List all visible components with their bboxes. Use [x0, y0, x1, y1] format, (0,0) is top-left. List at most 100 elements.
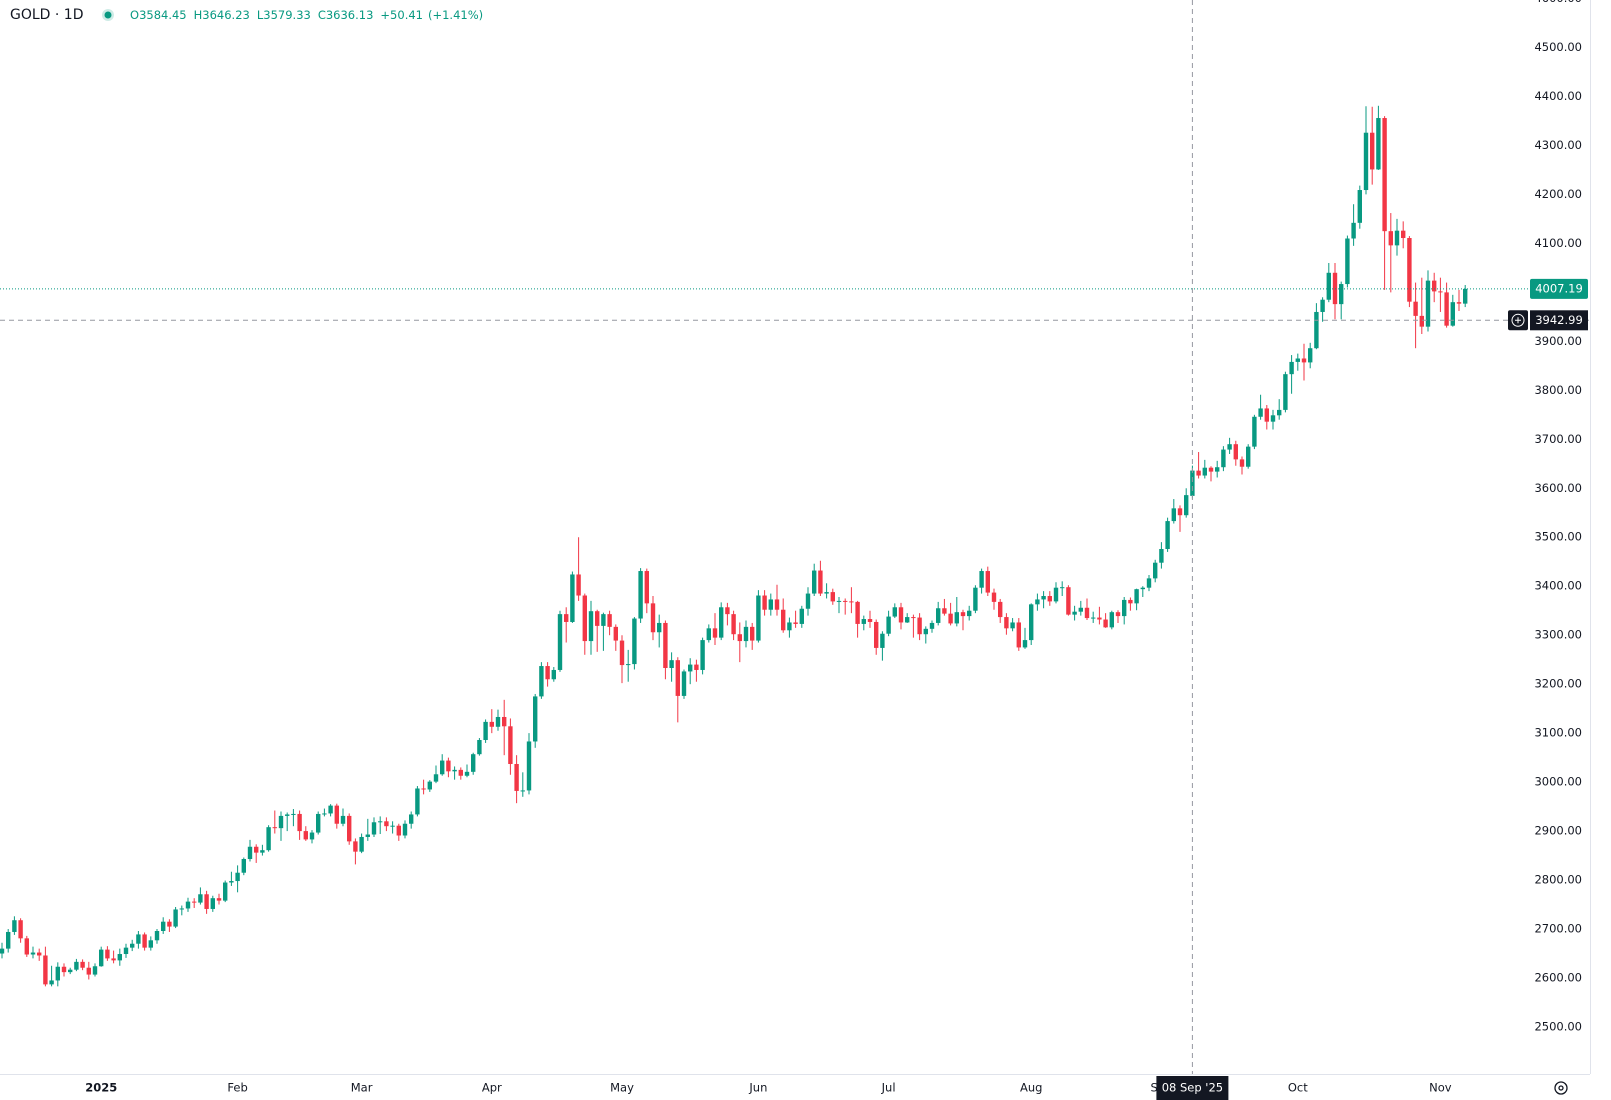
- last-price-label: 4007.19: [1535, 281, 1583, 295]
- candle-body: [613, 626, 618, 641]
- candle-body: [111, 958, 116, 961]
- candle-body: [1339, 284, 1344, 305]
- candle-body: [154, 930, 160, 941]
- crosshair-price-badge: [1530, 310, 1588, 331]
- candle-body: [1159, 548, 1164, 563]
- legend-label: C: [318, 8, 326, 22]
- candle-body: [762, 595, 767, 610]
- candle-body: [68, 969, 73, 973]
- candle-body: [1363, 132, 1369, 191]
- candle-body: [1134, 589, 1139, 604]
- candle-body: [1109, 612, 1114, 628]
- candle-body: [471, 754, 476, 772]
- candle-body: [942, 608, 947, 614]
- candle-body: [793, 622, 798, 624]
- candle-body: [929, 622, 935, 629]
- candle-body: [855, 601, 860, 624]
- candle-body: [719, 607, 724, 638]
- candle-body: [905, 617, 910, 623]
- candle-body: [936, 608, 941, 623]
- candle-body: [235, 872, 240, 882]
- candle-body: [731, 614, 736, 635]
- add-alert-plus[interactable]: [1515, 317, 1521, 324]
- add-alert-button[interactable]: [1508, 310, 1528, 331]
- candle-body: [985, 571, 990, 593]
- candle-body: [843, 600, 848, 602]
- legend-label: H: [194, 8, 203, 22]
- candle-body: [948, 613, 953, 624]
- candle-body: [409, 814, 414, 824]
- candle-body: [1413, 301, 1418, 316]
- candle-body: [1227, 444, 1232, 450]
- candle-body: [830, 592, 835, 602]
- candle-body: [192, 901, 197, 903]
- candle-body: [229, 881, 234, 883]
- candle-body: [967, 610, 972, 617]
- candle-body: [483, 721, 488, 740]
- candle-body: [241, 859, 246, 873]
- candle-body: [886, 616, 891, 634]
- candle-body: [737, 634, 742, 642]
- candle-body: [1419, 315, 1424, 327]
- candle-body: [1078, 607, 1083, 612]
- candle-body: [161, 921, 166, 931]
- candle-body: [750, 626, 755, 641]
- settings-gear-center[interactable]: [1558, 1085, 1564, 1091]
- candle-body: [1444, 292, 1449, 326]
- candle-body: [43, 955, 48, 985]
- candle-body: [1103, 619, 1108, 628]
- candle-body: [303, 831, 308, 840]
- candle-body: [508, 726, 513, 764]
- candle-body: [1060, 587, 1065, 589]
- candle-body: [1233, 444, 1238, 460]
- candle-body: [148, 940, 153, 948]
- candle-body: [1053, 587, 1059, 602]
- candle-body: [427, 781, 432, 790]
- candle-body: [1239, 459, 1245, 467]
- candle-body: [55, 966, 60, 981]
- x-tick-label: Apr: [482, 1081, 502, 1095]
- y-tick-label: 3400.00: [1534, 579, 1582, 593]
- candle-body: [1345, 238, 1350, 285]
- candle-body: [514, 763, 519, 791]
- candle-body: [1264, 408, 1269, 422]
- candle-body: [402, 823, 408, 836]
- candle-body: [867, 619, 873, 622]
- y-tick-label: 3600.00: [1534, 481, 1582, 495]
- candle-body: [1153, 562, 1158, 579]
- candle-body: [477, 739, 482, 755]
- candle-body: [960, 612, 966, 617]
- candle-body: [136, 934, 141, 944]
- y-tick-label: 4100.00: [1534, 236, 1582, 250]
- candle-body: [353, 841, 358, 852]
- candle-body: [917, 617, 922, 635]
- x-tick-label: Feb: [227, 1081, 247, 1095]
- candle-body: [849, 601, 854, 603]
- candle-body: [650, 603, 656, 633]
- y-tick-label: 2800.00: [1534, 873, 1582, 887]
- candle-body: [979, 571, 984, 588]
- y-tick-label: 2900.00: [1534, 824, 1582, 838]
- candle-body: [836, 600, 842, 602]
- add-alert-circle[interactable]: [1511, 313, 1525, 327]
- candle-body: [576, 574, 581, 596]
- candle-body: [433, 774, 439, 782]
- candle-body: [861, 619, 866, 624]
- candle-body: [756, 595, 761, 641]
- y-tick-label: 4400.00: [1534, 89, 1582, 103]
- candle-body: [1295, 358, 1300, 362]
- settings-icon[interactable]: [1554, 1081, 1568, 1095]
- candle-body: [1326, 272, 1331, 300]
- candle-body: [1320, 299, 1325, 312]
- candle-body: [179, 908, 184, 910]
- legend-symbol: GOLD · 1D: [10, 7, 84, 23]
- candle-body: [260, 850, 265, 853]
- candle-body: [254, 846, 259, 853]
- crosshair-date-badge: [1156, 1076, 1229, 1100]
- settings-gear[interactable]: [1554, 1081, 1568, 1095]
- candle-body: [328, 805, 333, 814]
- candle-body: [1215, 467, 1220, 472]
- candle-body: [725, 607, 730, 615]
- candle-body: [1382, 118, 1387, 232]
